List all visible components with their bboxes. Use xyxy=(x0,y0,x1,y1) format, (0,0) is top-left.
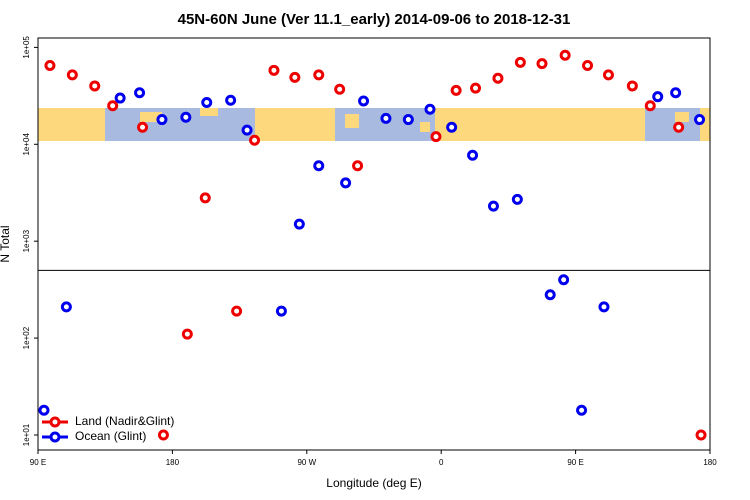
point xyxy=(582,60,594,72)
point xyxy=(114,92,126,104)
point xyxy=(424,103,436,115)
point xyxy=(334,83,346,95)
chart-title: 45N-60N June (Ver 11.1_early) 2014-09-06… xyxy=(178,11,571,28)
point xyxy=(559,49,571,61)
point xyxy=(225,94,237,106)
point xyxy=(231,305,243,317)
legend-marker xyxy=(49,431,61,443)
point xyxy=(44,60,56,72)
point xyxy=(536,58,548,70)
y-tick-label: 1e+05 xyxy=(22,36,31,59)
y-tick-label: 1e+03 xyxy=(22,229,31,252)
x-tick-label: 180 xyxy=(703,458,717,467)
point xyxy=(199,192,211,204)
point xyxy=(201,96,213,108)
point xyxy=(514,56,526,68)
point xyxy=(157,429,169,441)
point xyxy=(467,149,479,161)
point xyxy=(275,305,287,317)
y-axis-label: N Total xyxy=(0,225,12,262)
point xyxy=(60,301,72,313)
point xyxy=(695,429,707,441)
point xyxy=(673,121,685,133)
point xyxy=(694,114,706,126)
point xyxy=(137,121,149,133)
point xyxy=(652,91,664,103)
point xyxy=(181,328,193,340)
point xyxy=(450,84,462,96)
point xyxy=(289,71,301,83)
x-axis-label: Longitude (deg E) xyxy=(326,476,421,490)
legend-marker xyxy=(49,416,61,428)
point xyxy=(293,218,305,230)
point xyxy=(358,95,370,107)
point xyxy=(313,160,325,172)
point xyxy=(470,82,482,94)
point xyxy=(38,404,50,416)
point xyxy=(511,193,523,205)
y-tick-label: 1e+01 xyxy=(22,423,31,446)
point xyxy=(602,69,614,81)
point xyxy=(576,404,588,416)
point xyxy=(626,80,638,92)
y-tick-label: 1e+04 xyxy=(22,133,31,156)
map-strip xyxy=(38,108,710,141)
legend-label: Ocean (Glint) xyxy=(75,429,146,443)
plot-frame xyxy=(37,37,711,451)
point xyxy=(644,100,656,112)
point xyxy=(402,114,414,126)
point xyxy=(313,69,325,81)
point xyxy=(380,112,392,124)
point xyxy=(558,274,570,286)
x-tick-label: 180 xyxy=(166,458,180,467)
point xyxy=(352,160,364,172)
point xyxy=(598,301,610,313)
point xyxy=(446,121,458,133)
y-tick-label: 1e+02 xyxy=(22,326,31,349)
point xyxy=(430,131,442,143)
point xyxy=(107,100,119,112)
point xyxy=(268,64,280,76)
point xyxy=(66,69,78,81)
point xyxy=(134,87,146,99)
legend-label: Land (Nadir&Glint) xyxy=(75,414,174,428)
point xyxy=(544,289,556,301)
point xyxy=(180,111,192,123)
point xyxy=(492,72,504,84)
x-tick-label: 90 E xyxy=(30,458,46,467)
point xyxy=(156,114,168,126)
x-tick-label: 90 E xyxy=(567,458,583,467)
x-tick-label: 90 W xyxy=(297,458,316,467)
point xyxy=(241,124,253,136)
point xyxy=(89,80,101,92)
point xyxy=(340,177,352,189)
point xyxy=(670,87,682,99)
x-tick-label: 0 xyxy=(439,458,444,467)
point xyxy=(487,200,499,212)
point xyxy=(249,134,261,146)
